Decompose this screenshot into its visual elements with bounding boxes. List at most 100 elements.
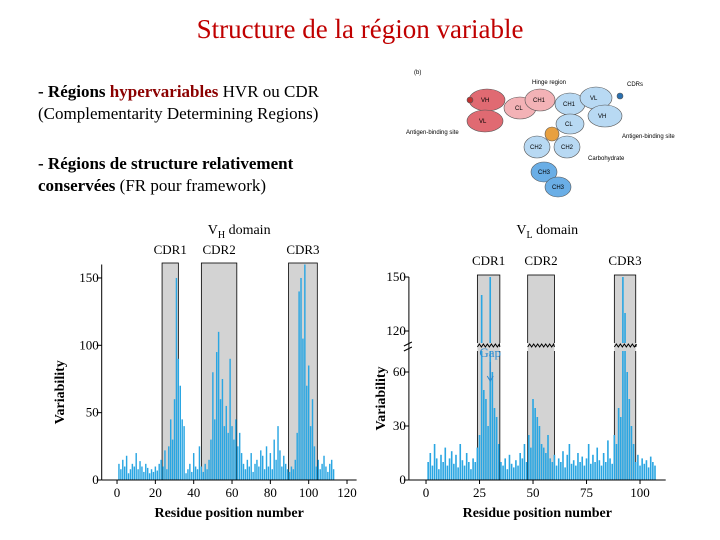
bar (598, 460, 601, 480)
bar (162, 466, 164, 480)
bar (202, 471, 204, 480)
bar (575, 465, 577, 480)
bar (294, 459, 296, 480)
bar (311, 399, 314, 480)
x-tick-label: 40 (187, 485, 200, 500)
bar (536, 417, 539, 480)
break-zigzag (476, 342, 501, 348)
bar (495, 417, 498, 480)
bar (448, 458, 451, 480)
break-zigzag (613, 343, 637, 348)
bar (261, 455, 264, 480)
bar (160, 459, 162, 480)
label: CH1 (533, 98, 546, 104)
x-axis-label: Residue position number (154, 506, 303, 521)
hinge (544, 126, 560, 142)
bar (139, 461, 141, 480)
title-part: domain (533, 223, 579, 238)
bar (645, 460, 648, 480)
bar (154, 466, 157, 480)
label: Carbohydrate (588, 156, 625, 162)
bar (129, 469, 132, 480)
bar (641, 458, 643, 480)
bar (300, 277, 302, 480)
bar (566, 454, 569, 480)
bar (485, 399, 487, 480)
bar (592, 454, 594, 480)
bar (208, 459, 210, 480)
bar (145, 463, 147, 480)
bar (168, 446, 170, 480)
bar (258, 466, 260, 480)
bar (323, 455, 325, 480)
label: CL (565, 122, 573, 128)
bar (649, 456, 652, 480)
bar (506, 469, 509, 480)
bar (433, 444, 436, 480)
bar (600, 465, 603, 480)
bar (319, 469, 321, 480)
bar (504, 458, 507, 480)
bar (562, 451, 564, 480)
bar (156, 470, 158, 480)
bar (217, 331, 220, 480)
bar (622, 277, 624, 480)
label: VL (479, 119, 487, 125)
bar (252, 471, 254, 480)
bar (330, 459, 333, 480)
bar (470, 469, 472, 480)
bar (143, 471, 145, 480)
bar (457, 467, 459, 480)
bar (244, 469, 247, 480)
x-tick-label: 50 (527, 485, 540, 500)
bar (256, 459, 258, 480)
bullet: - Régions hypervariables HVR ou CDR (Com… (38, 81, 319, 125)
bar (231, 426, 233, 480)
bar (198, 446, 201, 480)
bar (647, 467, 650, 480)
bar (152, 471, 155, 480)
bar (332, 469, 335, 480)
bar (158, 463, 160, 480)
x-tick-label: 80 (264, 485, 277, 500)
bar (246, 459, 249, 480)
y-tick-label: 60 (393, 364, 406, 379)
domain (553, 135, 581, 159)
chart-title: VH domain (208, 223, 271, 241)
bar (446, 465, 449, 480)
bar (173, 399, 176, 480)
text-run: HVR ou CDR (218, 82, 319, 101)
label: VH (481, 98, 489, 104)
bar (254, 463, 256, 480)
bar (427, 462, 429, 480)
label: CH2 (561, 145, 574, 151)
bar (463, 465, 466, 480)
bar (267, 466, 270, 480)
bar (260, 450, 262, 480)
bar (523, 444, 526, 480)
bar (438, 469, 440, 480)
title-part: domain (225, 223, 271, 238)
bar (181, 419, 183, 480)
bar (500, 462, 502, 480)
bar (283, 455, 285, 480)
bar (141, 466, 143, 480)
bar (530, 447, 532, 480)
bar (517, 465, 519, 480)
bar (125, 455, 128, 480)
break-zigzag (527, 342, 555, 348)
cdr-label: CDR3 (286, 242, 319, 257)
bar (302, 338, 304, 480)
title-part: H (218, 230, 225, 241)
bar (611, 463, 614, 480)
bar (480, 295, 483, 480)
x-tick-label: 0 (423, 485, 430, 500)
bar (279, 450, 281, 480)
bar (534, 408, 536, 480)
bullet: - Régions de structure relativement cons… (38, 153, 293, 197)
bar (273, 439, 275, 480)
bar (547, 435, 549, 480)
antibody-labels: (b) Hinge region CDRs Antigen-binding si… (406, 70, 675, 191)
bar (472, 458, 474, 480)
bar (596, 447, 599, 480)
